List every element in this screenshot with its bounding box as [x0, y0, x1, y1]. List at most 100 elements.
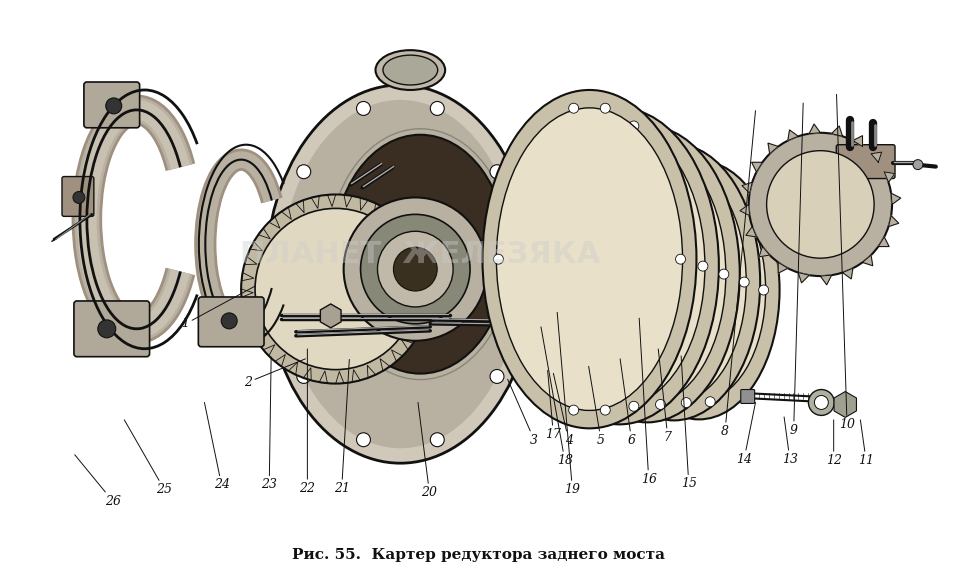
Text: 24: 24 — [204, 402, 230, 492]
Circle shape — [221, 313, 238, 329]
Text: 13: 13 — [782, 417, 798, 466]
Text: 15: 15 — [681, 356, 696, 491]
Circle shape — [297, 370, 310, 384]
Polygon shape — [862, 255, 873, 266]
Circle shape — [105, 98, 122, 114]
Text: 7: 7 — [658, 349, 672, 444]
Text: 4: 4 — [554, 373, 573, 447]
Circle shape — [655, 399, 666, 409]
Text: 16: 16 — [639, 318, 657, 486]
Text: 17: 17 — [545, 370, 561, 441]
Circle shape — [675, 254, 686, 264]
Text: 9: 9 — [789, 103, 803, 437]
Circle shape — [629, 285, 639, 295]
FancyBboxPatch shape — [74, 301, 149, 357]
Circle shape — [766, 151, 874, 258]
Ellipse shape — [602, 162, 746, 402]
Polygon shape — [810, 124, 820, 134]
Polygon shape — [742, 182, 752, 193]
Circle shape — [360, 214, 470, 324]
Ellipse shape — [333, 135, 508, 374]
Polygon shape — [740, 204, 749, 215]
Circle shape — [749, 133, 892, 276]
Text: 2: 2 — [244, 359, 306, 388]
Polygon shape — [798, 273, 810, 283]
Text: 1: 1 — [181, 286, 255, 331]
Text: 20: 20 — [418, 402, 438, 499]
Polygon shape — [878, 237, 889, 246]
Text: ПЛАНЕТ  ЖЕЛЕЗЯКА: ПЛАНЕТ ЖЕЛЕЗЯКА — [240, 239, 601, 269]
Circle shape — [601, 405, 610, 415]
FancyBboxPatch shape — [84, 82, 140, 128]
Polygon shape — [787, 130, 798, 141]
Circle shape — [718, 269, 729, 279]
Circle shape — [705, 173, 716, 183]
Circle shape — [255, 208, 417, 370]
Circle shape — [740, 277, 749, 287]
Ellipse shape — [568, 144, 726, 405]
Circle shape — [98, 320, 116, 338]
Circle shape — [531, 261, 540, 271]
Circle shape — [698, 261, 708, 271]
Circle shape — [430, 102, 445, 116]
Circle shape — [569, 103, 579, 113]
Text: 5: 5 — [588, 366, 605, 447]
Text: 26: 26 — [75, 455, 121, 507]
Circle shape — [553, 220, 566, 233]
Text: 14: 14 — [736, 402, 756, 466]
Text: 19: 19 — [558, 312, 581, 496]
FancyBboxPatch shape — [62, 176, 94, 216]
Circle shape — [394, 247, 437, 291]
Polygon shape — [871, 152, 881, 162]
Text: Рис. 55.  Картер редуктора заднего моста: Рис. 55. Картер редуктора заднего моста — [292, 548, 666, 562]
Ellipse shape — [266, 85, 535, 463]
FancyBboxPatch shape — [198, 297, 264, 347]
Circle shape — [344, 197, 487, 341]
Polygon shape — [778, 262, 787, 273]
Circle shape — [274, 267, 288, 281]
Circle shape — [628, 401, 639, 411]
Circle shape — [681, 157, 692, 166]
Text: 6: 6 — [620, 359, 635, 447]
Ellipse shape — [496, 108, 682, 411]
Ellipse shape — [281, 100, 520, 449]
Circle shape — [601, 103, 610, 113]
Circle shape — [490, 370, 504, 384]
Polygon shape — [888, 215, 899, 227]
Circle shape — [628, 139, 639, 149]
Circle shape — [599, 277, 609, 287]
Polygon shape — [759, 246, 769, 257]
Ellipse shape — [534, 126, 705, 406]
Circle shape — [569, 405, 579, 415]
Text: 10: 10 — [836, 95, 855, 431]
Circle shape — [657, 157, 667, 166]
Circle shape — [628, 121, 639, 131]
Circle shape — [600, 401, 610, 411]
Polygon shape — [884, 172, 895, 182]
Text: 12: 12 — [826, 420, 842, 467]
Ellipse shape — [555, 126, 740, 422]
Ellipse shape — [618, 161, 780, 419]
Polygon shape — [752, 162, 763, 172]
Text: 11: 11 — [858, 420, 874, 467]
Text: 23: 23 — [262, 357, 277, 492]
Circle shape — [759, 285, 768, 295]
Circle shape — [814, 395, 829, 409]
Polygon shape — [820, 275, 832, 285]
Circle shape — [297, 165, 310, 179]
Circle shape — [493, 254, 503, 264]
Text: 22: 22 — [300, 349, 315, 495]
Circle shape — [809, 390, 834, 415]
Circle shape — [356, 433, 371, 447]
Polygon shape — [853, 135, 862, 147]
Circle shape — [356, 102, 371, 116]
Ellipse shape — [376, 50, 445, 90]
Polygon shape — [842, 268, 853, 279]
Text: 8: 8 — [721, 110, 756, 438]
Circle shape — [683, 397, 693, 406]
Text: 18: 18 — [541, 327, 573, 467]
Ellipse shape — [483, 90, 696, 428]
Circle shape — [490, 165, 504, 179]
Circle shape — [681, 398, 692, 408]
Circle shape — [430, 433, 445, 447]
